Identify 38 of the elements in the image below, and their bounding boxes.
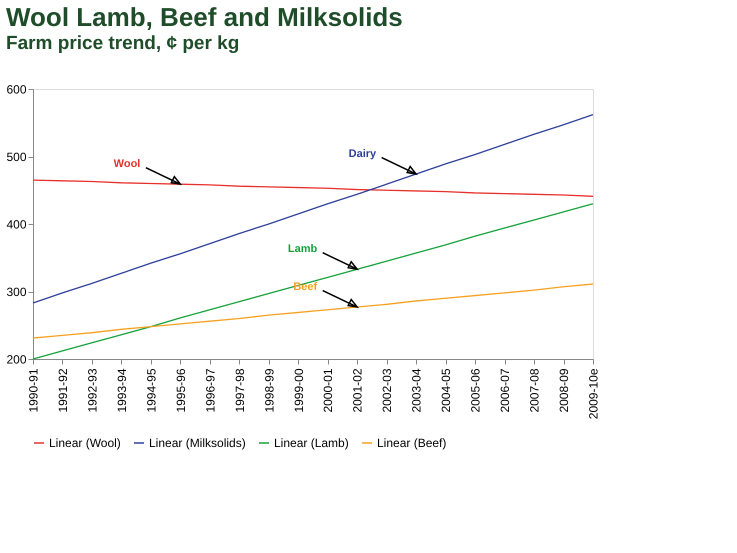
y-tick-label: 600 [6,82,27,96]
x-tick-label: 2001-02 [350,368,365,413]
x-tick-label: 1993-94 [114,368,129,413]
x-tick-label: 1995-96 [174,368,188,413]
x-tick-label: 2003-04 [410,368,424,413]
x-tick-label: 1992-93 [85,368,100,413]
legend-label: Linear (Lamb) [274,436,349,450]
x-tick-label: 2005-06 [468,368,483,413]
y-tick-label: 300 [6,285,27,299]
y-tick-label: 200 [6,352,27,366]
x-tick-label: 1998-99 [262,368,276,413]
legend-label: Linear (Wool) [49,436,121,450]
annotation: Lamb [288,243,318,256]
x-tick-label: 1999-00 [292,368,306,413]
x-tick-label: 2009-10e [586,368,600,420]
x-tick-label: 1990-91 [26,368,40,413]
y-tick-label: 400 [6,218,27,232]
line-series [32,114,594,304]
line-series [32,179,594,197]
chart-subtitle: Farm price trend, ¢ per kg [6,33,240,54]
y-tick-label: 500 [6,150,27,164]
annotation: Dairy [348,148,378,160]
annotation: Wool [114,158,140,170]
legend-label: Linear (Beef) [377,436,446,450]
chart-title: Wool Lamb, Beef and Milksolids [6,2,403,32]
x-tick-label: 1994-95 [144,368,158,413]
x-tick-label: 2000-01 [321,368,336,413]
x-tick-label: 2006-07 [498,368,512,413]
x-tick-label: 1991-92 [56,368,70,413]
x-tick-label: 1997-98 [232,368,247,413]
x-tick-label: 2007-08 [528,368,542,413]
legend-label: Linear (Milksolids) [149,436,246,450]
line-series [32,283,594,339]
x-tick-label: 2002-03 [380,368,394,413]
x-tick-label: 1996-97 [203,368,218,413]
annotation: Beef [293,281,318,294]
x-tick-label: 2008-09 [557,368,572,413]
x-tick-label: 2004-05 [439,368,454,413]
